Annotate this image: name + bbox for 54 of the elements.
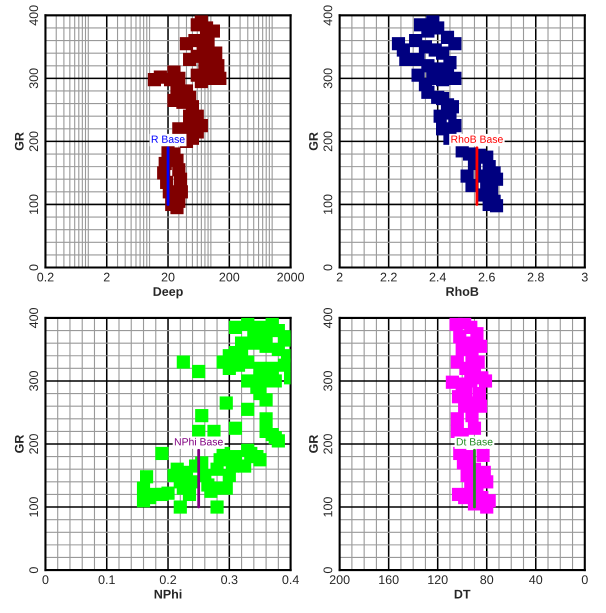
x-tick-label: 0.2 bbox=[37, 272, 54, 282]
x-tick-label: 160 bbox=[379, 575, 399, 584]
x-axis-title: DT bbox=[454, 590, 470, 598]
x-tick-label: 2.2 bbox=[380, 272, 397, 282]
x-tick-label: 0 bbox=[42, 575, 48, 584]
annotation: R Base bbox=[152, 136, 185, 143]
y-tick-label: 0 bbox=[323, 264, 332, 270]
x-tick-label: 0.4 bbox=[282, 575, 299, 584]
x-tick-label: 0.3 bbox=[221, 575, 238, 584]
y-tick-label: 0 bbox=[29, 264, 38, 270]
y-tick-label: 100 bbox=[323, 497, 332, 517]
x-tick-label: 2 bbox=[104, 272, 110, 282]
x-tick-label: 3 bbox=[582, 272, 588, 282]
y-tick-label: 400 bbox=[29, 5, 38, 26]
y-tick-label: 300 bbox=[323, 371, 332, 391]
annotation: Dt Base bbox=[456, 438, 493, 446]
x-axis-title: RhoB bbox=[446, 286, 478, 296]
y-tick-label: 300 bbox=[29, 68, 38, 88]
x-tick-label: 0.2 bbox=[160, 575, 176, 584]
y-tick-label: 400 bbox=[323, 5, 332, 26]
y-tick-label: 200 bbox=[323, 131, 332, 152]
y-tick-label: 200 bbox=[29, 434, 38, 454]
y-axis-title: GR bbox=[309, 132, 318, 150]
x-tick-label: 120 bbox=[428, 575, 448, 584]
y-tick-label: 200 bbox=[323, 434, 332, 454]
x-tick-label: 80 bbox=[480, 575, 494, 584]
x-axis-title: Deep bbox=[154, 287, 183, 298]
y-tick-label: 0 bbox=[323, 567, 332, 574]
x-tick-label: 200 bbox=[330, 575, 350, 584]
y-tick-label: 0 bbox=[29, 567, 38, 574]
annotation: RhoB Base bbox=[451, 135, 503, 143]
x-tick-label: 2000 bbox=[277, 272, 304, 282]
y-tick-label: 300 bbox=[323, 68, 332, 88]
y-tick-label: 400 bbox=[323, 308, 332, 328]
x-tick-label: 0 bbox=[582, 575, 588, 584]
y-tick-label: 200 bbox=[29, 131, 38, 152]
x-tick-label: 200 bbox=[220, 272, 240, 282]
x-tick-label: 2 bbox=[336, 272, 342, 282]
y-tick-label: 100 bbox=[29, 194, 38, 214]
x-tick-label: 0.1 bbox=[98, 575, 115, 584]
y-tick-label: 300 bbox=[29, 371, 38, 391]
x-tick-label: 20 bbox=[162, 272, 174, 282]
x-tick-label: 2.4 bbox=[430, 272, 446, 282]
y-axis-title: GR bbox=[14, 434, 24, 453]
y-axis-title: GR bbox=[14, 132, 24, 150]
x-tick-label: 40 bbox=[529, 575, 542, 584]
x-tick-label: 2.6 bbox=[478, 272, 495, 282]
y-tick-label: 100 bbox=[29, 497, 38, 517]
y-tick-label: 400 bbox=[29, 308, 38, 328]
y-axis-title: GR bbox=[309, 434, 318, 453]
annotation: NPhi Base bbox=[174, 438, 223, 446]
x-tick-label: 2.8 bbox=[528, 272, 544, 282]
y-tick-label: 100 bbox=[323, 194, 332, 214]
x-axis-title: NPhi bbox=[154, 589, 182, 598]
